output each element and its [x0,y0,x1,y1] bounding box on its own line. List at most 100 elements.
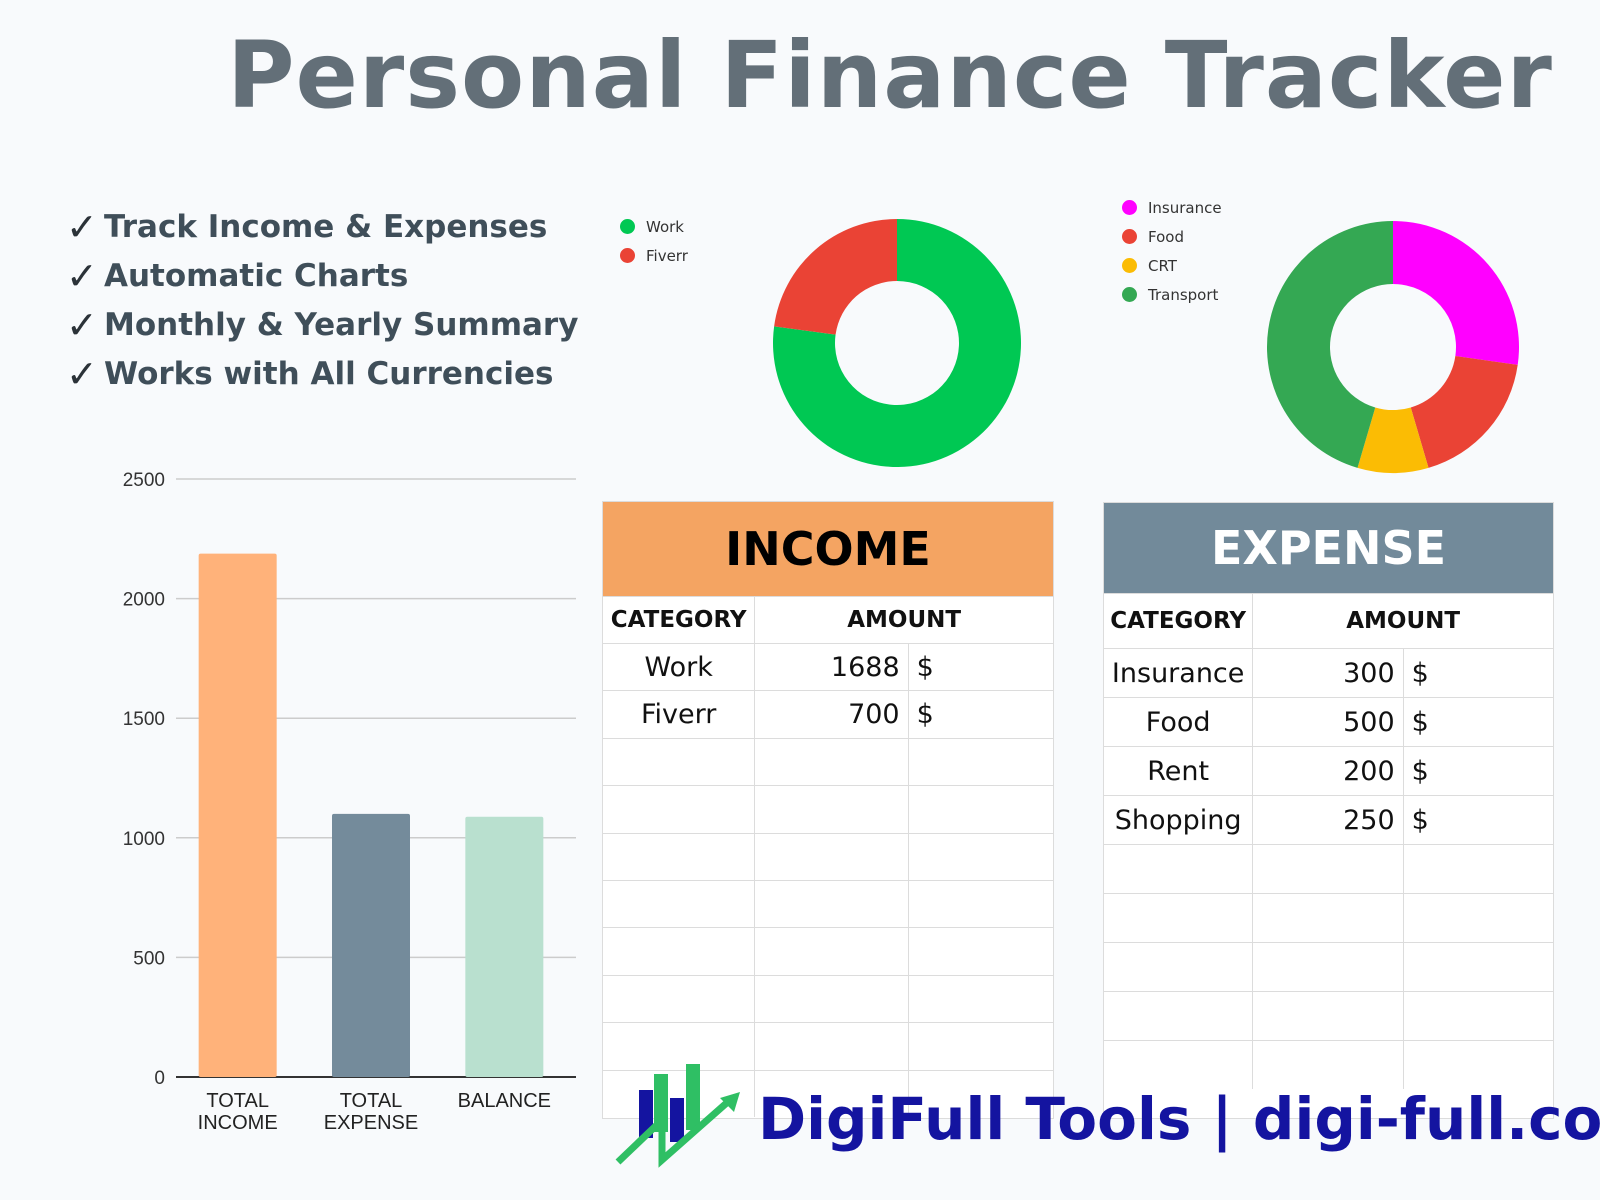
category-cell[interactable] [1104,943,1254,991]
category-cell[interactable] [603,1070,756,1117]
column-header-category: CATEGORY [603,597,756,643]
table-row[interactable]: Insurance 300 $ [1104,648,1553,697]
currency-cell[interactable] [1404,845,1553,893]
currency-cell[interactable] [909,881,1053,927]
category-cell[interactable] [603,786,756,833]
x-tick-label: TOTAL [340,1090,403,1112]
currency-cell[interactable] [909,928,1053,974]
table-row[interactable] [603,1069,1053,1117]
amount-cell[interactable] [1253,1041,1404,1089]
amount-cell[interactable] [755,786,909,833]
table-row[interactable]: Fiverr 700 $ [603,690,1053,738]
category-cell[interactable] [603,738,756,786]
currency-cell[interactable]: $ [1411,804,1429,836]
category-cell[interactable] [603,1023,756,1070]
table-row[interactable] [603,1022,1053,1070]
x-tick-label: INCOME [198,1112,278,1134]
feature-label: Track Income & Expenses [104,208,548,245]
amount-cell[interactable] [755,928,909,975]
currency-cell[interactable]: $ [916,651,934,683]
column-header-row: CATEGORY AMOUNT [603,596,1053,643]
category-cell[interactable]: Rent [1104,747,1254,795]
table-row[interactable] [1104,1040,1553,1089]
amount-cell[interactable]: 500 [1253,698,1404,746]
currency-cell[interactable]: $ [1411,755,1429,787]
table-row[interactable] [603,785,1053,833]
feature-item: ✓ Track Income & Expenses [66,202,578,251]
bar [332,813,410,1077]
category-cell[interactable] [1104,845,1254,893]
currency-cell[interactable] [909,834,1053,880]
table-row[interactable] [1104,893,1553,942]
table-row[interactable]: Work 1688 $ [603,643,1053,691]
currency-cell[interactable]: $ [916,699,934,731]
currency-cell[interactable]: $ [1411,706,1429,738]
table-row[interactable] [603,737,1053,786]
table-row[interactable]: Food 500 $ [1104,697,1553,746]
legend-item: Fiverr [620,241,688,270]
amount-cell[interactable]: 700 [755,691,909,738]
table-row[interactable]: Rent 200 $ [1104,746,1553,795]
table-row[interactable] [603,832,1053,880]
currency-cell[interactable] [909,739,1053,785]
feature-item: ✓ Automatic Charts [66,251,578,300]
category-cell[interactable]: Insurance [1104,649,1254,697]
amount-cell[interactable]: 300 [1253,649,1404,697]
category-cell[interactable]: Shopping [1104,796,1254,844]
amount-cell[interactable] [755,975,909,1023]
amount-cell[interactable] [1253,845,1404,893]
category-cell[interactable] [603,928,756,975]
donut-slice-crt [1357,407,1429,474]
table-row[interactable] [603,879,1053,928]
table-row[interactable] [603,974,1053,1023]
category-cell[interactable]: Work [603,644,756,691]
income-table: INCOME CATEGORY AMOUNT Work 1688 $ Fiverr 700 $ [602,501,1054,1119]
table-row[interactable] [1104,942,1553,991]
column-header-amount: AMOUNT [1346,608,1461,634]
feature-label: Monthly & Yearly Summary [104,306,579,343]
currency-cell[interactable]: $ [1411,657,1429,689]
amount-cell[interactable]: 250 [1253,796,1404,844]
currency-cell[interactable] [1404,1041,1553,1089]
category-cell[interactable] [1104,992,1254,1040]
legend-dot-icon [1122,287,1137,302]
column-header-category: CATEGORY [1104,594,1254,648]
donut-slice-fiverr [774,219,897,335]
amount-cell[interactable] [755,833,909,880]
category-cell[interactable]: Fiverr [603,691,756,738]
currency-cell[interactable] [1404,943,1553,991]
currency-cell[interactable] [1404,894,1553,942]
amount-cell[interactable] [755,880,909,928]
amount-cell[interactable] [1253,894,1404,942]
amount-cell[interactable] [1253,992,1404,1040]
table-row[interactable] [603,927,1053,975]
table-row[interactable] [1104,991,1553,1040]
category-cell[interactable] [1104,894,1254,942]
amount-cell[interactable]: 200 [1253,747,1404,795]
legend-dot-icon [1122,258,1137,273]
brand-text: DigiFull Tools | digi-full.com [758,1085,1600,1153]
x-tick-label: TOTAL [206,1090,269,1112]
legend-dot-icon [1122,229,1137,244]
amount-cell[interactable] [755,1070,909,1117]
category-cell[interactable] [603,880,756,928]
currency-cell[interactable] [909,1023,1053,1069]
amount-cell[interactable] [1253,943,1404,991]
table-row[interactable]: Shopping 250 $ [1104,795,1553,844]
amount-cell[interactable]: 1688 [755,644,909,691]
category-cell[interactable] [603,833,756,880]
y-tick-label: 1500 [123,709,165,730]
category-cell[interactable]: Food [1104,698,1254,746]
category-cell[interactable] [603,975,756,1023]
amount-cell[interactable] [755,1023,909,1070]
amount-cell[interactable] [755,738,909,786]
currency-cell[interactable] [1404,992,1553,1040]
bar [465,816,544,1077]
category-cell[interactable] [1104,1041,1254,1089]
currency-cell[interactable] [909,786,1053,832]
currency-cell[interactable] [909,976,1053,1022]
table-row[interactable] [1104,844,1553,893]
expense-table: EXPENSE CATEGORY AMOUNT Insurance 300 $ Food 50… [1103,502,1554,1119]
feature-label: Automatic Charts [104,257,409,294]
